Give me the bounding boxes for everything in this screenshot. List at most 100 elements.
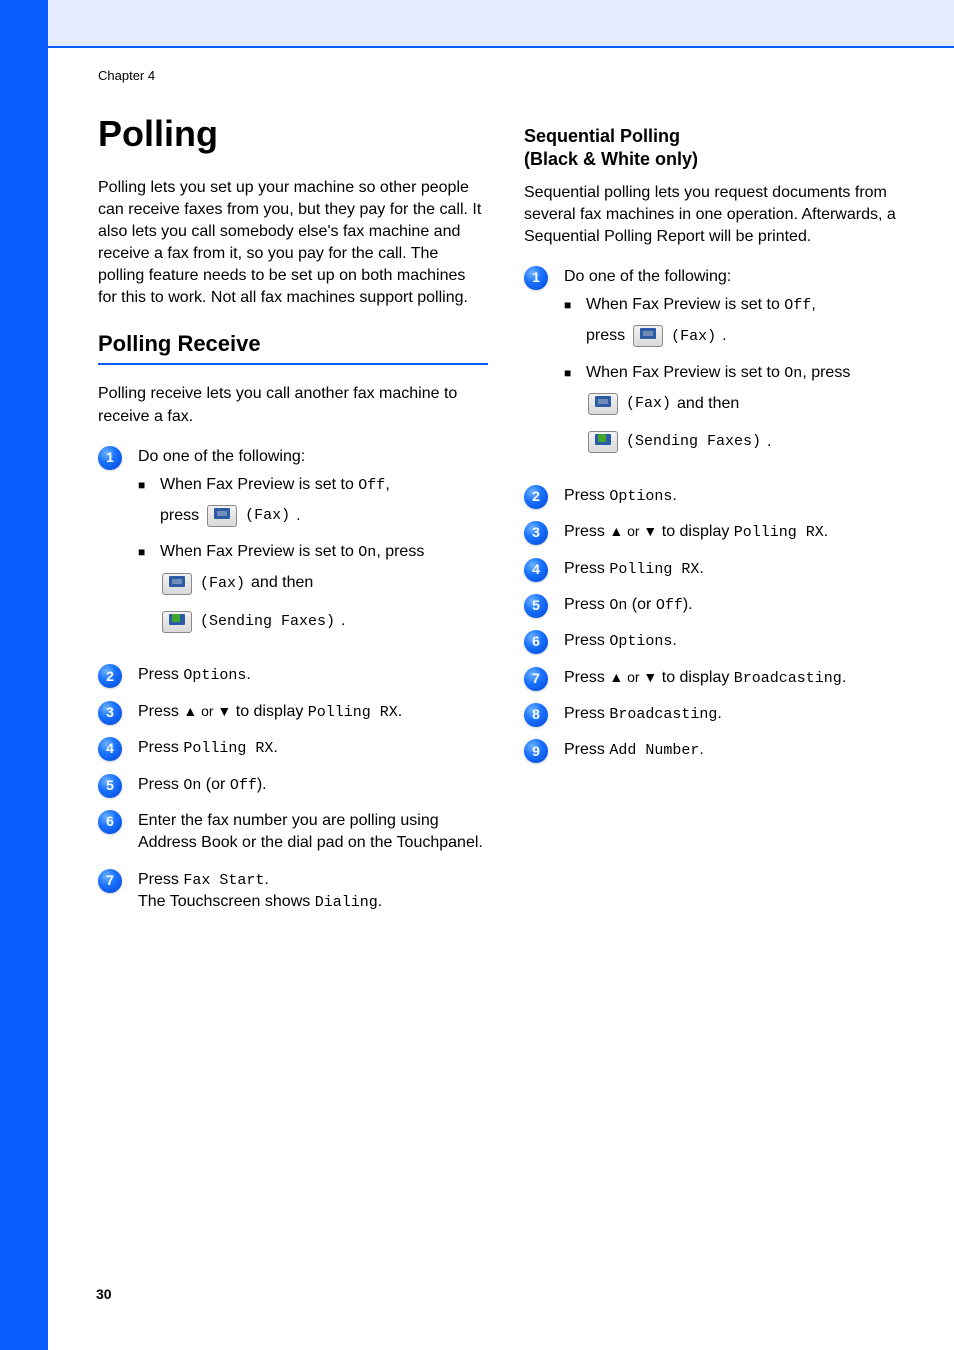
header-light-bar: [48, 0, 954, 48]
step-number-badge: 2: [524, 485, 548, 509]
period: .: [672, 487, 676, 504]
text-run: and then: [677, 393, 739, 416]
bullet-item: When Fax Preview is set to On, press (Fa…: [138, 541, 488, 650]
text-run: Press: [138, 666, 183, 683]
text-run: ).: [257, 776, 267, 793]
code-on: On: [784, 365, 802, 382]
section-title-polling-receive: Polling Receive: [98, 331, 488, 357]
sending-fax-icon: [162, 611, 192, 633]
code-sending-faxes: (Sending Faxes): [200, 611, 335, 632]
period: .: [378, 893, 382, 910]
period: .: [341, 610, 345, 633]
period: .: [767, 431, 771, 454]
text-run: When Fax Preview is set to: [160, 543, 358, 560]
step-number-badge: 7: [524, 667, 548, 691]
code-fax-start: Fax Start: [183, 872, 264, 889]
step-number-badge: 2: [98, 664, 122, 688]
step-number-badge: 1: [98, 446, 122, 470]
title-line1: Sequential Polling: [524, 126, 680, 146]
step-number-badge: 3: [98, 701, 122, 725]
bullet-item: When Fax Preview is set to On, press (Fa…: [564, 362, 914, 471]
code-sending-faxes: (Sending Faxes): [626, 431, 761, 452]
step-number-badge: 5: [524, 594, 548, 618]
step-number-badge: 7: [98, 869, 122, 893]
left-step-1: 1 Do one of the following: When Fax Prev…: [98, 446, 488, 665]
fax-icon: [633, 325, 663, 347]
right-step-7: 7 Press ▲ or ▼ to display Broadcasting.: [524, 667, 914, 703]
left-step-5: 5 Press On (or Off).: [98, 774, 488, 810]
code-fax: (Fax): [200, 573, 245, 594]
step-number-badge: 3: [524, 521, 548, 545]
text-run: When Fax Preview is set to: [160, 476, 358, 493]
page-number: 30: [96, 1286, 112, 1302]
step-number-badge: 8: [524, 703, 548, 727]
text-run: , press: [376, 543, 424, 560]
right-step-3: 3 Press ▲ or ▼ to display Polling RX.: [524, 521, 914, 557]
right-column: Sequential Polling (Black & White only) …: [524, 113, 914, 927]
code-off: Off: [358, 477, 385, 494]
text-run: ,: [385, 476, 389, 493]
text-run: to display: [657, 523, 733, 540]
text-run: When Fax Preview is set to: [586, 296, 784, 313]
text-run: Press: [138, 703, 183, 720]
step-number-badge: 6: [98, 810, 122, 834]
period: .: [699, 560, 703, 577]
left-step-2: 2 Press Options.: [98, 664, 488, 700]
step-number-badge: 9: [524, 739, 548, 763]
step-number-badge: 1: [524, 266, 548, 290]
text-run: press: [160, 505, 199, 528]
sidebar-blue-bar: [0, 0, 48, 1350]
text-run: Press: [564, 669, 609, 686]
code-broadcasting: Broadcasting: [609, 706, 717, 723]
code-add-number: Add Number: [609, 742, 699, 759]
code-polling-rx: Polling RX: [308, 704, 398, 721]
left-column: Polling Polling lets you set up your mac…: [98, 113, 488, 927]
code-dialing: Dialing: [315, 894, 378, 911]
code-on: On: [183, 777, 201, 794]
bullet-item: When Fax Preview is set to Off, press (F…: [564, 294, 914, 361]
left-step-7: 7 Press Fax Start. The Touchscreen shows…: [98, 869, 488, 928]
step-text: Enter the fax number you are polling usi…: [138, 812, 483, 851]
code-off: Off: [230, 777, 257, 794]
fax-icon: [162, 573, 192, 595]
period: .: [398, 703, 402, 720]
main-title: Polling: [98, 113, 488, 155]
intro-paragraph: Polling lets you set up your machine so …: [98, 177, 488, 309]
title-rule: [98, 363, 488, 365]
code-fax: (Fax): [671, 326, 716, 347]
code-polling-rx: Polling RX: [609, 561, 699, 578]
text-run: , press: [802, 364, 850, 381]
bullet-item: When Fax Preview is set to Off, press (F…: [138, 474, 488, 541]
arrow-up-down: ▲ or ▼: [609, 669, 657, 685]
right-step-6: 6 Press Options.: [524, 630, 914, 666]
period: .: [722, 325, 726, 348]
text-run: When Fax Preview is set to: [586, 364, 784, 381]
fax-icon: [207, 505, 237, 527]
section-intro: Polling receive lets you call another fa…: [98, 383, 488, 427]
two-column-layout: Polling Polling lets you set up your mac…: [98, 113, 914, 927]
period: .: [246, 666, 250, 683]
code-off: Off: [784, 297, 811, 314]
code-fax: (Fax): [626, 393, 671, 414]
text-run: Press: [564, 741, 609, 758]
text-run: Press: [564, 632, 609, 649]
sequential-polling-title: Sequential Polling (Black & White only): [524, 125, 914, 172]
code-on: On: [358, 544, 376, 561]
code-options: Options: [183, 667, 246, 684]
right-step-8: 8 Press Broadcasting.: [524, 703, 914, 739]
text-run: Press: [138, 739, 183, 756]
code-fax: (Fax): [245, 505, 290, 526]
sending-fax-icon: [588, 431, 618, 453]
text-run: ).: [683, 596, 693, 613]
code-polling-rx: Polling RX: [183, 740, 273, 757]
right-step-5: 5 Press On (or Off).: [524, 594, 914, 630]
text-run: (or: [627, 596, 655, 613]
code-options: Options: [609, 488, 672, 505]
left-step-6: 6 Enter the fax number you are polling u…: [98, 810, 488, 869]
step-number-badge: 4: [98, 737, 122, 761]
period: .: [264, 871, 268, 888]
text-run: Press: [564, 596, 609, 613]
right-intro: Sequential polling lets you request docu…: [524, 182, 914, 248]
text-run: Press: [564, 523, 609, 540]
text-run: Press: [564, 705, 609, 722]
